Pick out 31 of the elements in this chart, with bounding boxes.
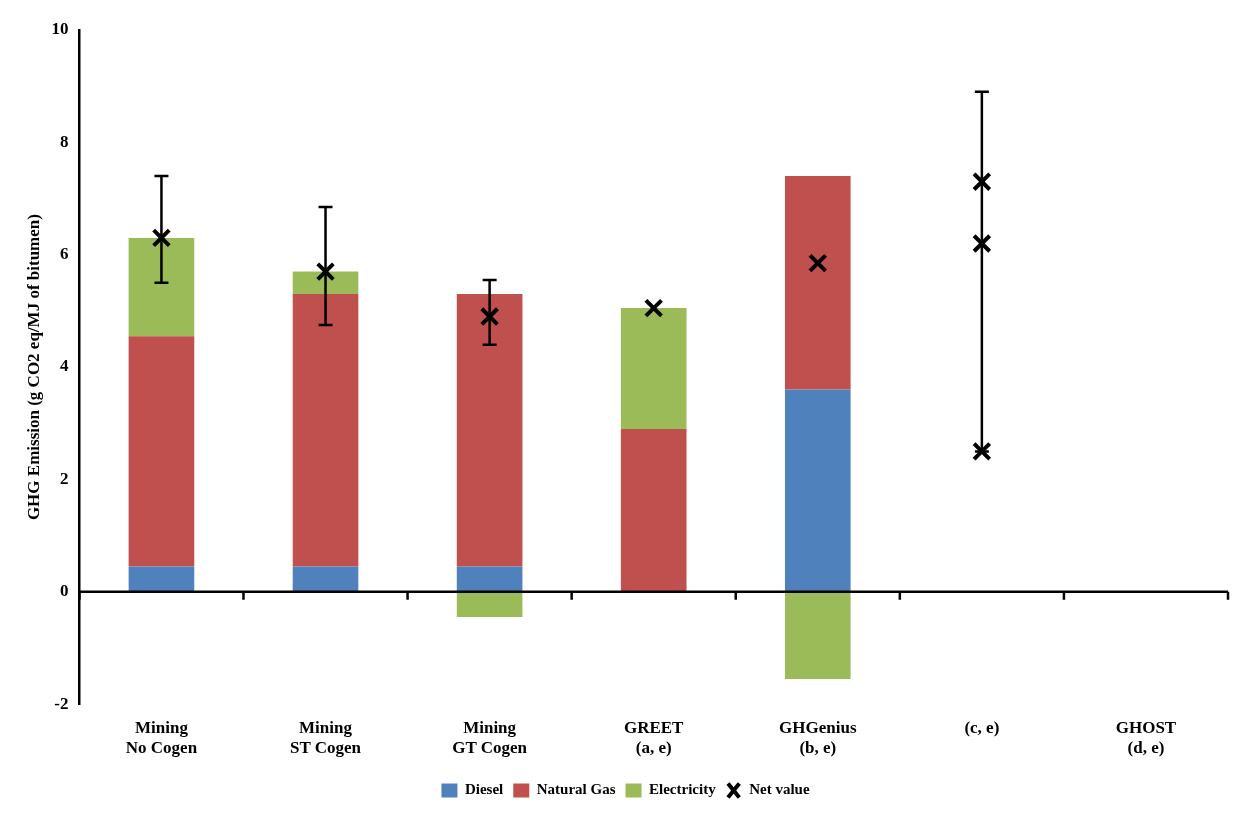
bar	[620, 428, 687, 592]
y-tick-label: -2	[54, 693, 69, 713]
bar	[784, 176, 851, 390]
legend-label: Net value	[749, 781, 810, 798]
y-tick-label: 2	[59, 468, 69, 488]
x-tick-label: GHGenius (b, e)	[779, 717, 857, 758]
bar	[784, 389, 851, 592]
bar	[128, 237, 195, 337]
bar	[784, 591, 851, 679]
bar	[456, 566, 523, 592]
y-tick-label: 10	[51, 19, 69, 39]
x-tick-label: GHOST (d, e)	[1115, 717, 1177, 758]
y-tick-label: 0	[59, 581, 69, 601]
x-tick-label: Mining GT Cogen	[452, 717, 528, 758]
bar	[292, 294, 359, 567]
x-tick-label: Mining No Cogen	[125, 717, 198, 758]
legend-label: Natural Gas	[536, 781, 616, 798]
legend-label: Electricity	[649, 781, 717, 798]
bar	[456, 294, 523, 567]
bar	[292, 566, 359, 592]
y-axis-title: GHG Emission (g CO2 eq/MJ of bitumen)	[23, 214, 43, 521]
x-tick-label: GREET (a, e)	[623, 717, 685, 758]
y-tick-label: 4	[59, 356, 69, 376]
legend-label: Diesel	[464, 781, 504, 798]
bar	[128, 336, 195, 567]
y-tick-label: 8	[59, 131, 69, 151]
bar	[128, 566, 195, 592]
x-tick-label: (c, e)	[964, 717, 1000, 737]
y-tick-label: 6	[59, 244, 69, 264]
bar	[620, 308, 687, 429]
x-tick-label: Mining ST Cogen	[290, 717, 362, 758]
